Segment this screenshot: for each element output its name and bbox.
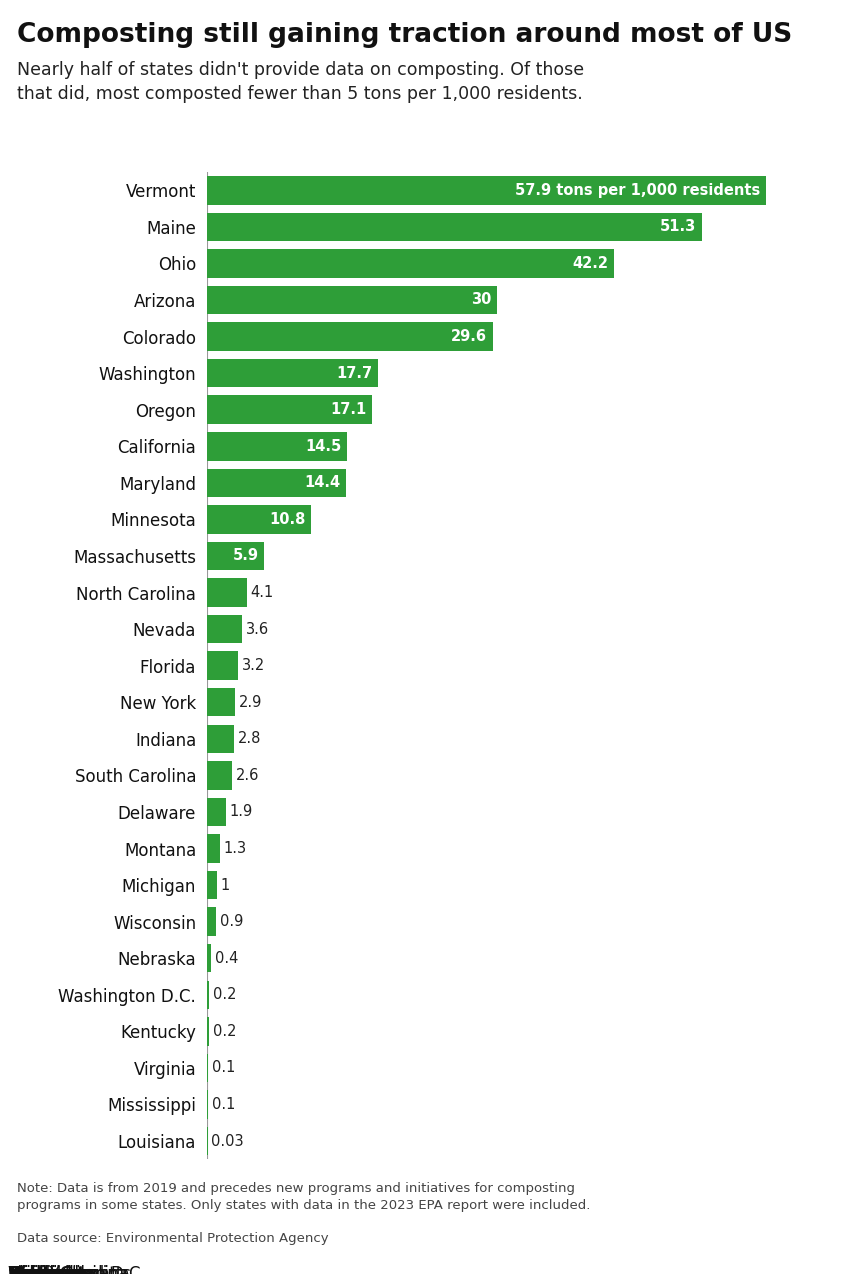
Text: New York: New York xyxy=(8,1265,85,1274)
Text: Nearly half of states didn't provide data on composting. Of those
that did, most: Nearly half of states didn't provide dat… xyxy=(17,61,584,103)
Bar xyxy=(207,761,233,790)
Text: Michigan: Michigan xyxy=(8,1265,83,1274)
Text: Mississippi: Mississippi xyxy=(8,1265,97,1274)
Text: 2.6: 2.6 xyxy=(236,768,260,782)
Text: 2.8: 2.8 xyxy=(238,731,261,747)
Text: 1.3: 1.3 xyxy=(223,841,247,856)
Text: North Carolina: North Carolina xyxy=(8,1265,129,1274)
Text: Nebraska: Nebraska xyxy=(8,1265,87,1274)
Text: 42.2: 42.2 xyxy=(573,256,609,271)
Text: 0.2: 0.2 xyxy=(213,1024,237,1038)
Bar xyxy=(207,1017,209,1046)
Text: Data source: Environmental Protection Agency: Data source: Environmental Protection Ag… xyxy=(17,1232,328,1245)
Text: Maine: Maine xyxy=(8,1265,58,1274)
Bar xyxy=(207,651,239,680)
Text: 57.9 tons per 1,000 residents: 57.9 tons per 1,000 residents xyxy=(515,182,761,197)
Bar xyxy=(207,1054,208,1082)
Bar xyxy=(207,285,497,315)
Text: 0.9: 0.9 xyxy=(220,915,243,929)
Bar xyxy=(207,615,242,643)
Text: Kentucky: Kentucky xyxy=(8,1265,85,1274)
Bar xyxy=(207,834,220,862)
Text: Montana: Montana xyxy=(8,1265,80,1274)
Bar xyxy=(207,688,235,716)
Bar xyxy=(207,725,234,753)
Bar xyxy=(207,541,264,571)
Bar xyxy=(207,505,311,534)
Text: Composting still gaining traction around most of US: Composting still gaining traction around… xyxy=(17,22,792,47)
Text: Minnesota: Minnesota xyxy=(8,1265,94,1274)
Text: 2.9: 2.9 xyxy=(239,694,262,710)
Text: 17.1: 17.1 xyxy=(330,403,366,417)
Text: Florida: Florida xyxy=(8,1265,65,1274)
Text: Louisiana: Louisiana xyxy=(8,1265,87,1274)
Text: Ohio: Ohio xyxy=(8,1265,47,1274)
Text: Vermont: Vermont xyxy=(8,1265,79,1274)
Text: 17.7: 17.7 xyxy=(336,366,372,381)
Text: 29.6: 29.6 xyxy=(451,329,487,344)
Text: 0.4: 0.4 xyxy=(215,950,239,966)
Bar xyxy=(207,322,493,350)
Text: 0.1: 0.1 xyxy=(212,1097,235,1112)
Text: 5.9: 5.9 xyxy=(233,549,258,563)
Bar xyxy=(207,432,347,460)
Text: 30: 30 xyxy=(470,293,491,307)
Text: Massachusetts: Massachusetts xyxy=(8,1265,131,1274)
Bar xyxy=(207,944,212,972)
Text: 0.03: 0.03 xyxy=(212,1134,244,1149)
Text: Colorado: Colorado xyxy=(8,1265,82,1274)
Text: Note: Data is from 2019 and precedes new programs and initiatives for composting: Note: Data is from 2019 and precedes new… xyxy=(17,1182,591,1213)
Text: California: California xyxy=(8,1265,87,1274)
Bar xyxy=(207,469,346,497)
Text: 14.4: 14.4 xyxy=(305,475,340,490)
Text: 1.9: 1.9 xyxy=(229,804,253,819)
Text: Wisconsin: Wisconsin xyxy=(8,1265,91,1274)
Text: 3.6: 3.6 xyxy=(246,622,269,637)
Text: 10.8: 10.8 xyxy=(269,512,305,527)
Text: Virginia: Virginia xyxy=(8,1265,71,1274)
Text: 4.1: 4.1 xyxy=(250,585,274,600)
Bar xyxy=(207,981,209,1009)
Bar xyxy=(207,176,766,205)
Text: Indiana: Indiana xyxy=(8,1265,69,1274)
Bar xyxy=(207,871,217,899)
Bar xyxy=(207,395,372,424)
Text: Washington D.C.: Washington D.C. xyxy=(8,1265,146,1274)
Text: Maryland: Maryland xyxy=(8,1265,85,1274)
Text: Nevada: Nevada xyxy=(8,1265,72,1274)
Bar xyxy=(207,1091,208,1119)
Text: 0.2: 0.2 xyxy=(213,987,237,1003)
Bar xyxy=(207,213,702,241)
Text: Oregon: Oregon xyxy=(8,1265,69,1274)
Text: 51.3: 51.3 xyxy=(660,219,696,234)
Text: South Carolina: South Carolina xyxy=(8,1265,130,1274)
Bar xyxy=(207,359,378,387)
Text: 3.2: 3.2 xyxy=(242,659,266,673)
Bar xyxy=(207,798,226,827)
Bar xyxy=(207,578,247,606)
Text: Arizona: Arizona xyxy=(8,1265,71,1274)
Text: Delaware: Delaware xyxy=(8,1265,87,1274)
Text: Washington: Washington xyxy=(8,1265,106,1274)
Bar xyxy=(207,250,614,278)
Text: 1: 1 xyxy=(221,878,230,893)
Text: 0.1: 0.1 xyxy=(212,1060,235,1075)
Text: 14.5: 14.5 xyxy=(305,438,342,454)
Bar xyxy=(207,907,216,936)
